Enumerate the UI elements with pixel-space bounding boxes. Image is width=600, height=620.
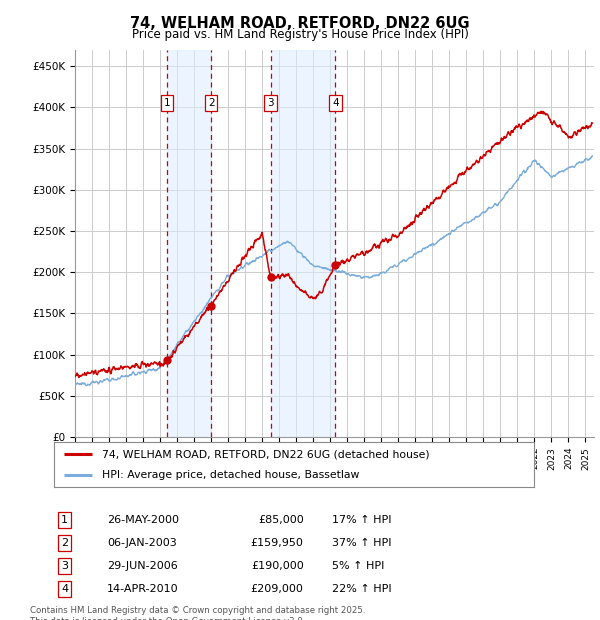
- Text: 1: 1: [164, 98, 170, 108]
- Text: 1: 1: [61, 515, 68, 525]
- Text: 4: 4: [332, 98, 338, 108]
- Bar: [271, 50, 335, 437]
- Text: 2: 2: [208, 98, 214, 108]
- Text: 22% ↑ HPI: 22% ↑ HPI: [332, 584, 392, 594]
- Text: 14-APR-2010: 14-APR-2010: [107, 584, 178, 594]
- Text: 06-JAN-2003: 06-JAN-2003: [107, 538, 176, 548]
- Text: 17% ↑ HPI: 17% ↑ HPI: [332, 515, 392, 525]
- Text: Contains HM Land Registry data © Crown copyright and database right 2025.
This d: Contains HM Land Registry data © Crown c…: [30, 606, 365, 620]
- Text: 4: 4: [61, 584, 68, 594]
- Text: 3: 3: [268, 98, 274, 108]
- Text: 74, WELHAM ROAD, RETFORD, DN22 6UG (detached house): 74, WELHAM ROAD, RETFORD, DN22 6UG (deta…: [102, 449, 430, 459]
- Text: Price paid vs. HM Land Registry's House Price Index (HPI): Price paid vs. HM Land Registry's House …: [131, 28, 469, 41]
- Text: HPI: Average price, detached house, Bassetlaw: HPI: Average price, detached house, Bass…: [102, 469, 359, 480]
- Text: 3: 3: [61, 561, 68, 571]
- Text: £190,000: £190,000: [251, 561, 304, 571]
- Text: 5% ↑ HPI: 5% ↑ HPI: [332, 561, 385, 571]
- Text: 29-JUN-2006: 29-JUN-2006: [107, 561, 178, 571]
- Text: £85,000: £85,000: [258, 515, 304, 525]
- Text: 37% ↑ HPI: 37% ↑ HPI: [332, 538, 392, 548]
- Text: £209,000: £209,000: [251, 584, 304, 594]
- Text: 74, WELHAM ROAD, RETFORD, DN22 6UG: 74, WELHAM ROAD, RETFORD, DN22 6UG: [130, 16, 470, 30]
- Text: 2: 2: [61, 538, 68, 548]
- Bar: [167, 50, 211, 437]
- Text: £159,950: £159,950: [251, 538, 304, 548]
- Text: 26-MAY-2000: 26-MAY-2000: [107, 515, 179, 525]
